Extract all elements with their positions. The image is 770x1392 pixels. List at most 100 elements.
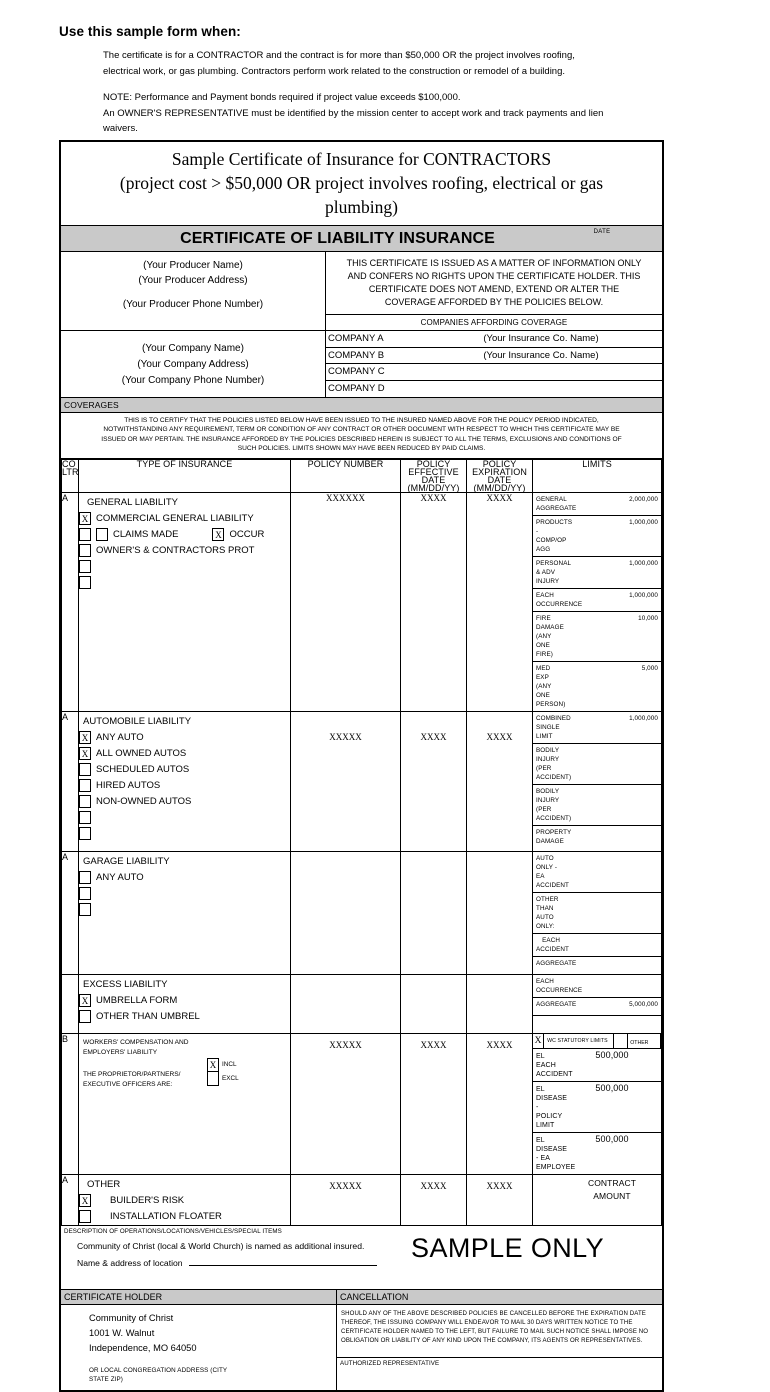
gl-limit-value-1[interactable]: 2,000,000 — [629, 495, 658, 503]
checkbox-wc-other[interactable] — [614, 1033, 629, 1048]
gl-limit-value-5[interactable]: 10,000 — [563, 610, 661, 662]
wc-excl-row[interactable]: EXCL — [207, 1071, 239, 1086]
auto-policy-number[interactable]: XXXXX — [290, 710, 401, 852]
gl-limit-value-4[interactable]: 1,000,000 — [563, 587, 661, 612]
checkbox-gl-blank-3[interactable] — [79, 576, 91, 590]
excess-limit-value-2[interactable]: 5,000,000 — [563, 996, 661, 1016]
wc-limit-value-2[interactable]: 500,000 — [563, 1080, 661, 1133]
gl-effective-date[interactable]: XXXX — [400, 491, 467, 712]
excess-check-umbrella[interactable]: X UMBRELLA FORM — [79, 993, 290, 1009]
checkbox-garage-blank-1[interactable] — [79, 887, 91, 901]
gl-type-cell[interactable]: GENERAL LIABILITY X COMMERCIAL GENERAL L… — [78, 491, 291, 712]
auto-check-blank-1[interactable] — [79, 810, 290, 826]
gl-expiration-date[interactable]: XXXX — [466, 491, 533, 712]
garage-check-blank-2[interactable] — [79, 902, 290, 918]
wc-limit-value-1[interactable]: 500,000 — [595, 1049, 629, 1060]
description-body[interactable]: Community of Christ (local & World Churc… — [61, 1234, 662, 1289]
other-effective-date[interactable]: XXXX — [400, 1173, 467, 1226]
checkbox-auto-blank-2[interactable] — [79, 827, 91, 841]
checkbox-umbrella-form[interactable]: X — [79, 994, 91, 1008]
checkbox-installation-floater[interactable] — [79, 1210, 91, 1224]
garage-type-cell[interactable]: GARAGE LIABILITY ANY AUTO — [78, 850, 291, 975]
wc-type-cell[interactable]: WORKERS' COMPENSATION AND EMPLOYERS' LIA… — [78, 1032, 291, 1175]
wc-statutory-strip[interactable]: X WC STATUTORY LIMITS OTHER — [533, 1033, 661, 1049]
checkbox-other-than-umbrella[interactable] — [79, 1010, 91, 1024]
auto-check-hired[interactable]: HIRED AUTOS — [79, 778, 290, 794]
garage-effective-date[interactable] — [400, 850, 467, 975]
checkbox-garage-blank-2[interactable] — [79, 903, 91, 917]
checkbox-scheduled-autos[interactable] — [79, 763, 91, 777]
auto-limit-value-4[interactable] — [563, 824, 661, 851]
auto-effective-date[interactable]: XXXX — [400, 710, 467, 852]
wc-incl-row[interactable]: X INCL — [207, 1057, 239, 1072]
garage-check-blank-1[interactable] — [79, 886, 290, 902]
date-field-label[interactable]: DATE — [593, 229, 611, 235]
excess-policy-number[interactable] — [290, 973, 401, 1034]
garage-limit-value-4[interactable] — [563, 955, 661, 974]
gl-check-cgl[interactable]: X COMMERCIAL GENERAL LIABILITY — [79, 511, 290, 527]
checkbox-builders-risk[interactable]: X — [79, 1194, 91, 1208]
excess-type-cell[interactable]: EXCESS LIABILITY X UMBRELLA FORM OTHER T… — [78, 973, 291, 1034]
checkbox-all-owned-autos[interactable]: X — [79, 747, 91, 761]
auto-check-scheduled[interactable]: SCHEDULED AUTOS — [79, 762, 290, 778]
checkbox-hired-autos[interactable] — [79, 779, 91, 793]
gl-limit-value-3[interactable]: 1,000,000 — [563, 555, 661, 589]
garage-policy-number[interactable] — [290, 850, 401, 975]
other-type-cell[interactable]: OTHER X BUILDER'S RISK INSTALLATION FLOA… — [78, 1173, 291, 1226]
auto-check-blank-2[interactable] — [79, 826, 290, 842]
other-policy-number[interactable]: XXXXX — [290, 1173, 401, 1226]
gl-check-blank-1[interactable] — [79, 559, 290, 575]
checkbox-cgl[interactable]: X — [79, 512, 91, 526]
garage-limit-value-3[interactable] — [563, 932, 661, 957]
other-limit-value-1[interactable]: CONTRACT AMOUNT — [563, 1175, 661, 1215]
gl-check-claims-occur[interactable]: CLAIMS MADE X OCCUR — [79, 527, 290, 543]
garage-check-any[interactable]: ANY AUTO — [79, 870, 290, 886]
certificate-holder-block[interactable]: Community of Christ 1001 W. Walnut Indep… — [61, 1304, 337, 1390]
other-check-installation-floater[interactable]: INSTALLATION FLOATER — [79, 1209, 290, 1225]
checkbox-claims-made[interactable] — [96, 528, 108, 542]
gl-policy-number[interactable]: XXXXXX — [290, 491, 401, 712]
company-row-a[interactable]: COMPANY A (Your Insurance Co. Name) — [326, 331, 662, 348]
wc-effective-date[interactable]: XXXX — [400, 1032, 467, 1175]
gl-check-blank-2[interactable] — [79, 575, 290, 591]
checkbox-any-auto[interactable]: X — [79, 731, 91, 745]
company-row-b[interactable]: COMPANY B (Your Insurance Co. Name) — [326, 348, 662, 364]
wc-expiration-date[interactable]: XXXX — [466, 1032, 533, 1175]
garage-limit-value-1[interactable] — [563, 852, 661, 893]
auto-limit-value-3[interactable] — [563, 783, 661, 826]
checkbox-gl-blank-2[interactable] — [79, 560, 91, 574]
insured-block[interactable]: (Your Company Name) (Your Company Addres… — [61, 331, 326, 397]
excess-check-other[interactable]: OTHER THAN UMBREL — [79, 1009, 290, 1025]
gl-limit-value-2[interactable]: 1,000,000 — [563, 514, 661, 557]
authorized-representative-field[interactable]: AUTHORIZED REPRESENTATIVE — [340, 1359, 440, 1367]
wc-limit-value-3[interactable]: 500,000 — [563, 1131, 661, 1174]
wc-incl-excl-group[interactable]: X INCL EXCL — [207, 1057, 239, 1086]
checkbox-auto-blank-1[interactable] — [79, 811, 91, 825]
auto-check-non-owned[interactable]: NON-OWNED AUTOS — [79, 794, 290, 810]
auto-type-cell[interactable]: AUTOMOBILE LIABILITY X ANY AUTO X ALL OW… — [78, 710, 291, 852]
description-blank-line[interactable] — [188, 1254, 377, 1266]
garage-limit-value-2[interactable] — [563, 891, 661, 934]
gl-limit-value-6[interactable]: 5,000 — [563, 660, 661, 711]
other-check-builders-risk[interactable]: X BUILDER'S RISK — [79, 1193, 290, 1209]
checkbox-gl-blank-1[interactable] — [79, 528, 91, 542]
auto-expiration-date[interactable]: XXXX — [466, 710, 533, 852]
garage-expiration-date[interactable] — [466, 850, 533, 975]
company-row-d[interactable]: COMPANY D — [326, 381, 662, 397]
excess-effective-date[interactable] — [400, 973, 467, 1034]
excess-expiration-date[interactable] — [466, 973, 533, 1034]
checkbox-occur[interactable]: X — [212, 528, 225, 542]
checkbox-incl[interactable]: X — [207, 1057, 219, 1072]
auto-limit-value-1[interactable]: 1,000,000 — [629, 714, 658, 722]
checkbox-wc-statutory[interactable]: X — [533, 1033, 545, 1048]
other-expiration-date[interactable]: XXXX — [466, 1173, 533, 1226]
checkbox-excl[interactable] — [207, 1071, 219, 1086]
checkbox-owners-contractors-prot[interactable] — [79, 544, 91, 558]
company-row-c[interactable]: COMPANY C — [326, 364, 662, 381]
gl-check-ocp[interactable]: OWNER'S & CONTRACTORS PROT — [79, 543, 290, 559]
wc-policy-number[interactable]: XXXXX — [290, 1032, 401, 1175]
checkbox-non-owned-autos[interactable] — [79, 795, 91, 809]
producer-block[interactable]: (Your Producer Name) (Your Producer Addr… — [61, 252, 326, 330]
auto-limit-value-2[interactable] — [563, 742, 661, 785]
checkbox-garage-any-auto[interactable] — [79, 871, 91, 885]
